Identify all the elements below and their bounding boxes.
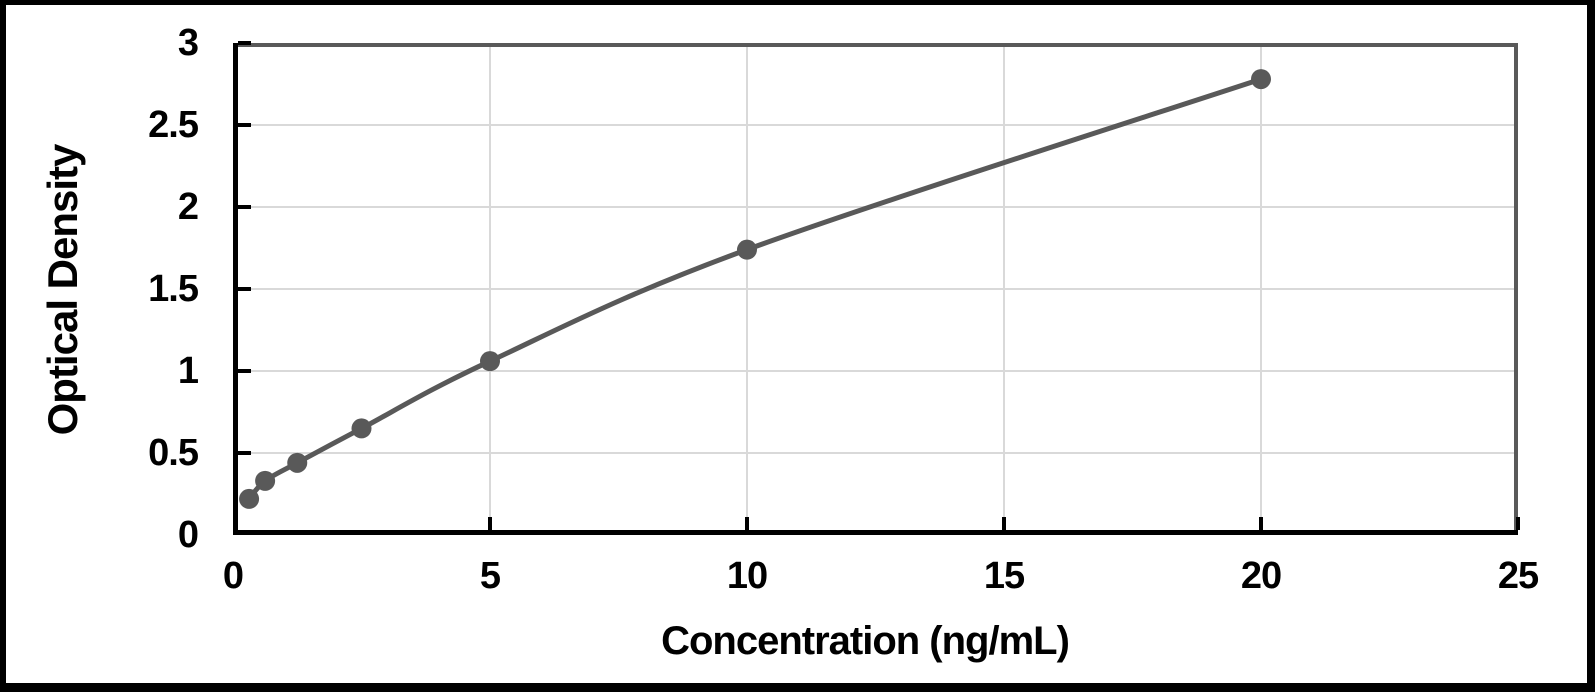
x-tick-label-15: 15 — [983, 555, 1025, 597]
y-tick-label-2.5: 2.5 — [148, 104, 199, 146]
data-point-2.5 — [351, 418, 372, 439]
y-axis-title: Optical Density — [39, 144, 86, 436]
y-tick-label-1.5: 1.5 — [148, 268, 199, 310]
y-tick-label-0: 0 — [177, 514, 199, 556]
x-tick-label-0: 0 — [222, 555, 244, 597]
x-axis-title: Concentration (ng/mL) — [661, 619, 1070, 663]
data-point-1.25 — [287, 452, 308, 473]
plot-canvas — [233, 41, 1520, 535]
x-tick-label-25: 25 — [1497, 555, 1539, 597]
x-tick-label-10: 10 — [726, 555, 768, 597]
y-tick-label-2: 2 — [177, 186, 199, 228]
data-point-5 — [480, 351, 500, 372]
data-point-0.313 — [239, 488, 260, 509]
data-point-20 — [1251, 69, 1271, 90]
x-tick-label-5: 5 — [479, 555, 501, 597]
data-point-10 — [737, 239, 757, 260]
y-tick-label-3: 3 — [177, 22, 199, 64]
y-tick-label-0.5: 0.5 — [148, 432, 199, 474]
data-point-0.625 — [255, 470, 276, 491]
y-tick-label-1: 1 — [177, 350, 199, 392]
x-tick-label-20: 20 — [1240, 555, 1282, 597]
